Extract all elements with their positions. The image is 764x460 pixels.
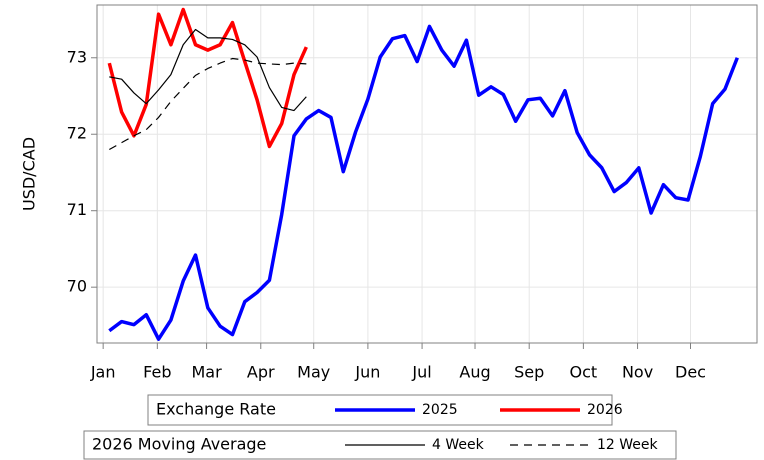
- x-tick-label: Nov: [622, 363, 653, 382]
- x-tick-label: Oct: [570, 363, 598, 382]
- y-tick-label: 70: [67, 277, 87, 296]
- plot-area: [97, 5, 757, 343]
- series-line: [109, 57, 307, 151]
- legend-label: 2025: [422, 402, 458, 418]
- x-tick-label: Jul: [411, 363, 431, 382]
- x-tick-label: Jun: [354, 363, 380, 382]
- x-tick-label: Aug: [459, 363, 490, 382]
- y-axis-label: USD/CAD: [20, 137, 39, 211]
- series-line: [107, 7, 308, 149]
- plot-frame: [96, 4, 758, 344]
- y-tick-label: 72: [67, 124, 87, 143]
- legend-title: Exchange Rate: [156, 400, 276, 419]
- legend-title: 2026 Moving Average: [92, 435, 266, 454]
- x-tick-label: Jan: [90, 363, 116, 382]
- x-tick-label: May: [297, 363, 330, 382]
- x-tick-label: Dec: [675, 363, 706, 382]
- y-tick-label: 71: [67, 200, 87, 219]
- lines: [107, 7, 739, 341]
- x-tick-label: Sep: [514, 363, 544, 382]
- x-tick-label: Apr: [247, 363, 275, 382]
- x-tick-label: Feb: [143, 363, 171, 382]
- y-tick-label: 73: [67, 47, 87, 66]
- x-tick-label: Mar: [191, 363, 222, 382]
- legend-label: 12 Week: [597, 437, 659, 453]
- grid: [97, 5, 757, 343]
- legend-label: 2026: [587, 402, 623, 418]
- legend-label: 4 Week: [432, 437, 485, 453]
- series-line: [108, 24, 739, 341]
- series-line: [109, 28, 307, 112]
